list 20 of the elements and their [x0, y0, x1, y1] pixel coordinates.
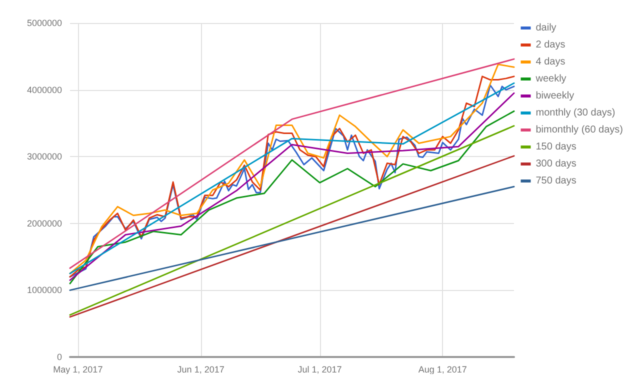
legend-label: biweekly: [536, 90, 574, 102]
y-tick-label: 1000000: [26, 285, 62, 296]
legend-label: monthly (30 days): [536, 108, 616, 118]
legend-label: 750 days: [536, 176, 576, 186]
y-tick-label: 2000000: [26, 218, 62, 228]
legend-label: daily: [536, 22, 556, 34]
legend-label: 150 days: [536, 142, 576, 152]
x-tick-label: May 1, 2017: [53, 364, 103, 374]
x-tick-label: Aug 1, 2017: [418, 364, 467, 374]
y-tick-label: 0: [56, 352, 62, 362]
x-tick-label: Jun 1, 2017: [177, 364, 224, 374]
legend-label: 300 days: [536, 158, 576, 170]
y-tick-label: 5000000: [26, 18, 62, 28]
x-tick-label: Jul 1, 2017: [298, 364, 342, 374]
legend-label: bimonthly (60 days): [536, 124, 624, 136]
legend-label: weekly: [534, 74, 566, 84]
y-tick-label: 3000000: [26, 152, 62, 162]
legend-label: 2 days: [536, 40, 566, 50]
legend-label: 4 days: [536, 56, 566, 68]
y-tick-label: 4000000: [26, 84, 62, 95]
